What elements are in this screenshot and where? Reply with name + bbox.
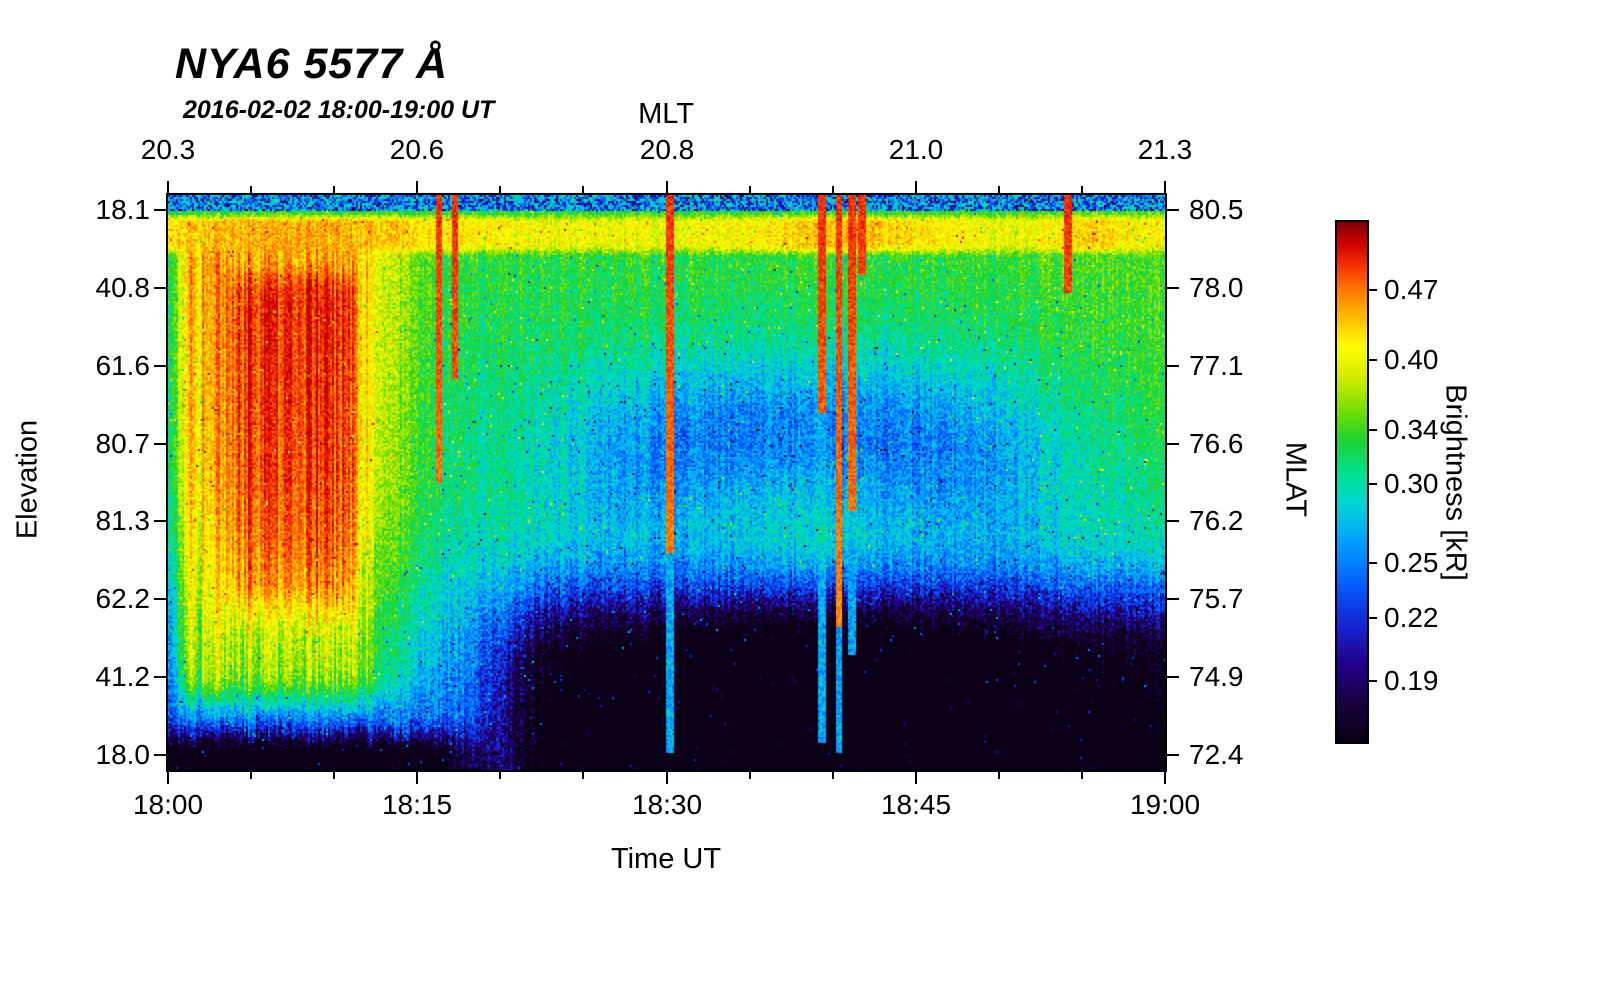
axis-tick [749, 186, 751, 193]
axis-tick [1167, 287, 1179, 289]
axis-tick [666, 772, 668, 784]
right-axis-tick-label: 78.0 [1189, 272, 1244, 303]
axis-tick [1367, 680, 1377, 682]
colorbar-tick-label: 0.30 [1384, 468, 1439, 499]
bottom-axis-tick-label: 18:00 [132, 789, 204, 820]
axis-tick [998, 186, 1000, 193]
axis-tick [1164, 772, 1166, 784]
axis-tick [250, 772, 252, 779]
bottom-axis-tick-label: 18:15 [381, 789, 453, 820]
colorbar-tick-label: 0.22 [1384, 602, 1439, 633]
heatmap-canvas [168, 195, 1165, 770]
bottom-axis-tick-label: 18:45 [880, 789, 952, 820]
axis-tick [154, 209, 166, 211]
axis-tick [1167, 520, 1179, 522]
right-axis-tick-label: 74.9 [1189, 661, 1244, 692]
right-axis-tick-label: 80.5 [1189, 194, 1244, 225]
axis-tick [167, 181, 169, 193]
bottom-axis-tick-label: 18:30 [631, 789, 703, 820]
axis-tick [1167, 598, 1179, 600]
axis-tick [1167, 676, 1179, 678]
axis-tick [666, 181, 668, 193]
colorbar-frame [1335, 220, 1369, 744]
right-axis-tick-label: 75.7 [1189, 583, 1244, 614]
plot-frame [166, 193, 1167, 772]
axis-tick [749, 772, 751, 779]
axis-tick [154, 287, 166, 289]
axis-tick [167, 772, 169, 784]
axis-tick [1167, 754, 1179, 756]
top-axis-tick-label: 21.3 [1137, 134, 1193, 165]
axis-tick [154, 676, 166, 678]
axis-tick [416, 181, 418, 193]
axis-tick [154, 754, 166, 756]
axis-tick [1367, 617, 1377, 619]
top-axis-tick-label: 20.6 [389, 134, 445, 165]
axis-tick [154, 365, 166, 367]
left-axis-tick-label: 61.6 [95, 350, 151, 381]
colorbar-tick-label: 0.19 [1384, 665, 1439, 696]
top-axis-tick-label: 20.3 [140, 134, 196, 165]
colorbar-canvas [1337, 222, 1367, 742]
axis-tick [333, 186, 335, 193]
colorbar-tick-label: 0.40 [1384, 344, 1439, 375]
axis-tick [250, 186, 252, 193]
axis-tick [582, 772, 584, 779]
axis-tick [416, 772, 418, 784]
left-axis-label: Elevation [11, 419, 44, 540]
axis-tick [499, 772, 501, 779]
axis-tick [582, 186, 584, 193]
colorbar-tick-label: 0.47 [1384, 274, 1439, 305]
top-axis-tick-label: 20.8 [639, 134, 695, 165]
left-axis-tick-label: 62.2 [95, 583, 151, 614]
axis-tick [832, 186, 834, 193]
axis-tick [154, 520, 166, 522]
axis-tick [1081, 186, 1083, 193]
axis-tick [1367, 359, 1377, 361]
left-axis-tick-label: 80.7 [95, 428, 151, 459]
colorbar-label: Brightness [kR] [1439, 384, 1472, 581]
axis-tick [1081, 772, 1083, 779]
axis-tick [154, 443, 166, 445]
axis-tick [915, 181, 917, 193]
axis-tick [1167, 365, 1179, 367]
axis-tick [915, 772, 917, 784]
axis-tick [1367, 289, 1377, 291]
left-axis-tick-label: 41.2 [95, 661, 151, 692]
axis-tick [1367, 483, 1377, 485]
right-axis-tick-label: 76.2 [1189, 505, 1244, 536]
left-axis-tick-label: 18.0 [95, 739, 151, 770]
axis-tick [333, 772, 335, 779]
axis-tick [499, 186, 501, 193]
bottom-axis-tick-label: 19:00 [1129, 789, 1201, 820]
axis-tick [154, 598, 166, 600]
right-axis-tick-label: 72.4 [1189, 739, 1244, 770]
plot-title: NYA6 5577 Å [175, 40, 449, 88]
left-axis-tick-label: 81.3 [95, 505, 151, 536]
left-axis-tick-label: 18.1 [95, 194, 151, 225]
axis-tick [1167, 209, 1179, 211]
right-axis-tick-label: 76.6 [1189, 428, 1244, 459]
right-axis-label: MLAT [1279, 441, 1312, 518]
axis-tick [1367, 562, 1377, 564]
top-axis-tick-label: 21.0 [888, 134, 944, 165]
top-axis-label: MLT [638, 98, 694, 130]
axis-tick [1164, 181, 1166, 193]
right-axis-tick-label: 77.1 [1189, 350, 1244, 381]
axis-tick [1367, 429, 1377, 431]
colorbar-tick-label: 0.34 [1384, 414, 1439, 445]
left-axis-tick-label: 40.8 [95, 272, 151, 303]
bottom-axis-label: Time UT [610, 843, 722, 875]
plot-subtitle: 2016-02-02 18:00-19:00 UT [183, 96, 495, 124]
axis-tick [832, 772, 834, 779]
axis-tick [998, 772, 1000, 779]
colorbar-tick-label: 0.25 [1384, 547, 1439, 578]
axis-tick [1167, 443, 1179, 445]
